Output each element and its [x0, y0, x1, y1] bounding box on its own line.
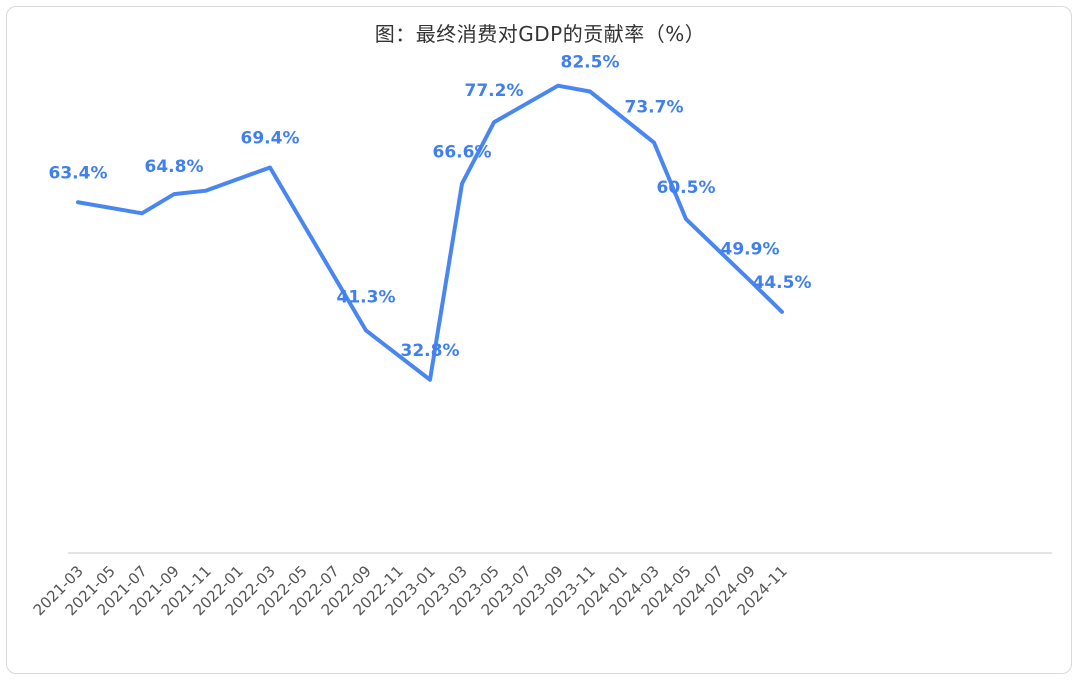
data-label-12: 60.5% [657, 178, 716, 198]
data-label-6: 32.8% [401, 341, 460, 361]
data-label-14: 44.5% [753, 273, 812, 293]
data-label-2: 64.8% [145, 157, 204, 177]
data-label-0: 63.4% [49, 163, 108, 183]
data-label-7: 66.6% [433, 143, 492, 163]
chart-title: 图：最终消费对GDP的贡献率（%） [374, 22, 706, 46]
data-label-4: 69.4% [241, 128, 300, 148]
data-label-8: 77.2% [465, 81, 524, 101]
chart-frame [6, 6, 1072, 674]
data-label-13: 49.9% [721, 240, 780, 260]
data-label-10: 82.5% [561, 53, 620, 73]
series-line [76, 83, 784, 382]
data-label-5: 41.3% [337, 287, 396, 307]
data-label-11: 73.7% [625, 98, 684, 118]
